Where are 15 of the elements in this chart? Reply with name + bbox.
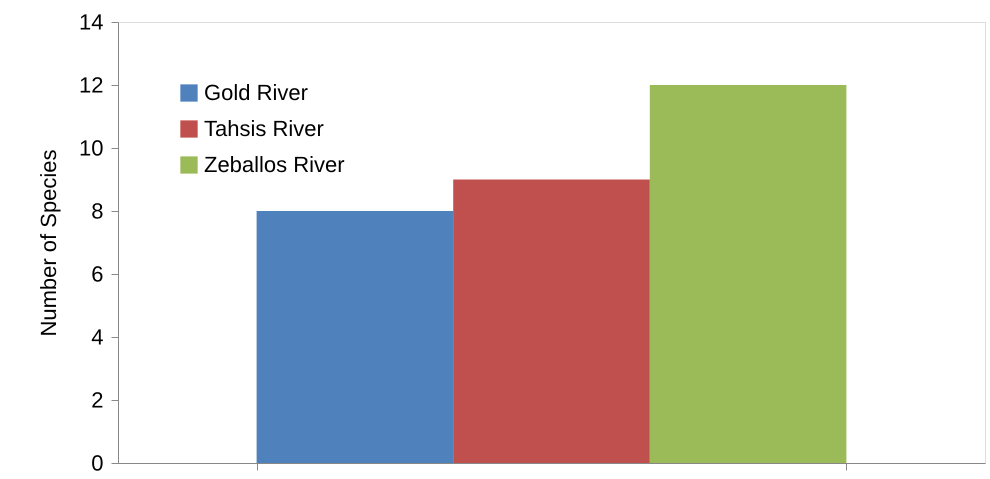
y-tick-label: 14 [79, 10, 104, 34]
y-tick-label: 0 [91, 450, 104, 476]
legend-label: Zeballos River [204, 152, 345, 177]
y-tick-label: 10 [79, 136, 104, 160]
y-tick-label: 4 [91, 324, 104, 350]
legend-label: Tahsis River [204, 116, 324, 141]
y-tick-label: 6 [91, 262, 104, 286]
y-tick-label: 8 [91, 198, 104, 224]
y-tick-label: 12 [79, 72, 104, 98]
bar [650, 85, 846, 463]
bar [453, 180, 650, 463]
y-axis-title: Number of Species [36, 149, 62, 337]
y-tick-label: 2 [91, 388, 104, 412]
bar [256, 211, 454, 463]
legend-label: Gold River [204, 80, 308, 105]
